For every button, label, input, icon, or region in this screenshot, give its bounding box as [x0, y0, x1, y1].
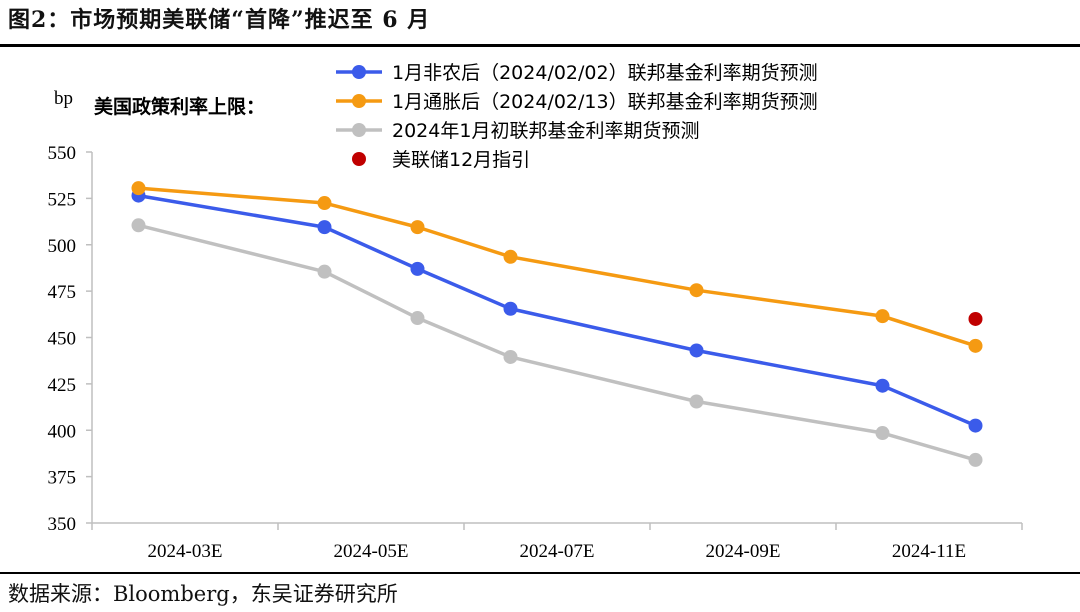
x-tick-label: 2024-05E: [334, 541, 409, 562]
legend-label-2: 2024年1月初联邦基金利率期货预测: [392, 120, 699, 142]
series-point-0: [503, 301, 518, 316]
legend-label-1: 1月通胀后（2024/02/13）联邦基金利率期货预测: [392, 91, 818, 113]
series-point-0: [689, 343, 704, 358]
y-tick-label: 450: [48, 329, 77, 350]
series-point-2: [131, 218, 146, 233]
y-tick-label: 550: [48, 143, 77, 164]
y-tick-label: 400: [48, 421, 77, 442]
y-tick-label: 350: [48, 514, 77, 535]
x-tick-label: 2024-11E: [892, 541, 966, 562]
series-line-2: [138, 223, 976, 462]
y-tick-label: 525: [48, 189, 77, 210]
source-note: 数据来源：Bloomberg，东吴证券研究所: [8, 582, 398, 606]
x-tick-label: 2024-09E: [706, 541, 781, 562]
series-point-2: [317, 264, 332, 279]
y-tick-label: 425: [48, 375, 77, 396]
y-axis-label: bp: [54, 88, 73, 109]
series-point-1: [317, 196, 332, 211]
series-point-1: [131, 181, 146, 196]
x-tick-label: 2024-03E: [148, 541, 223, 562]
y-tick-label: 375: [48, 468, 77, 489]
series-point-1: [875, 309, 890, 324]
series-point-1: [410, 220, 425, 235]
source-rule: [0, 572, 1080, 574]
series-point-1: [503, 249, 518, 264]
guidance-point-0: [968, 311, 983, 326]
x-tick-label: 2024-07E: [520, 541, 595, 562]
series-point-0: [968, 418, 983, 433]
legend-marker-2: [352, 123, 366, 137]
chart-legend: 1月非农后（2024/02/02）联邦基金利率期货预测 1月通胀后（2024/02…: [336, 62, 818, 171]
series-point-2: [875, 426, 890, 441]
title-rule: [0, 44, 1080, 47]
legend-marker-0: [352, 65, 366, 79]
series-point-2: [503, 349, 518, 364]
legend-marker-point-0: [352, 152, 366, 166]
series-point-2: [689, 394, 704, 409]
chart-series: [131, 181, 983, 467]
series-point-0: [875, 378, 890, 393]
series-point-0: [317, 220, 332, 235]
chart-axes: 350 375 400 425 450 475 500 525 550 2024-03E 2024-…: [48, 143, 1023, 562]
chart-annotation: 美国政策利率上限：: [94, 95, 265, 118]
legend-label-0: 1月非农后（2024/02/02）联邦基金利率期货预测: [392, 62, 818, 84]
figure-title: 图2：市场预期美联储“首降”推迟至 6 月: [8, 7, 431, 33]
series-line-1: [138, 186, 977, 348]
series-point-0: [410, 261, 425, 276]
legend-label-point-0: 美联储12月指引: [392, 149, 530, 171]
legend-marker-1: [352, 94, 366, 108]
series-point-1: [689, 283, 704, 298]
y-tick-label: 475: [48, 282, 77, 303]
y-tick-label: 500: [48, 236, 77, 257]
series-point-2: [968, 452, 983, 467]
series-point-2: [410, 311, 425, 326]
series-point-1: [968, 338, 983, 353]
